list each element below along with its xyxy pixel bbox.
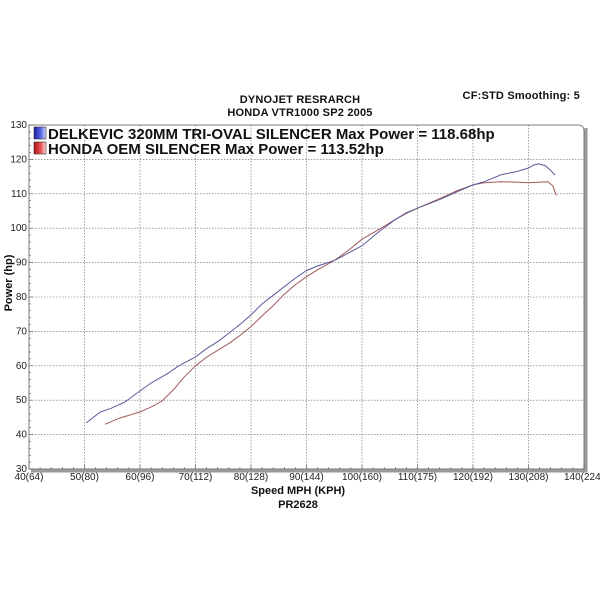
y-tick-label: 70 xyxy=(16,326,28,337)
x-tick-label: 50(80) xyxy=(70,472,99,483)
y-tick-label: 110 xyxy=(11,189,27,200)
chart-title-line1: DYNOJET RESRARCH xyxy=(239,94,361,106)
x-tick-label: 100(160) xyxy=(342,472,382,483)
y-tick-label: 120 xyxy=(10,154,27,165)
y-tick-label: 40 xyxy=(16,430,28,441)
axis-ticks xyxy=(28,124,585,470)
x-axis-title: Speed MPH (KPH) xyxy=(251,485,345,497)
x-axis-tick-labels: 40(64) 50(80) 60(96) 70(112) 80(128) 90(144) 1… xyxy=(15,472,600,483)
correction-smoothing-info: CF:STD Smoothing: 5 xyxy=(462,90,580,102)
plot-frame-shadow xyxy=(31,128,588,473)
oem-silencer-power-curve xyxy=(104,181,557,425)
x-tick-label: 40(64) xyxy=(15,472,44,483)
legend-label-oem: HONDA OEM SILENCER Max Power = 113.52hp xyxy=(48,141,384,158)
y-tick-label: 90 xyxy=(16,258,28,269)
y-tick-label: 80 xyxy=(16,292,28,303)
x-tick-label: 60(96) xyxy=(126,472,155,483)
chart-title-line2: HONDA VTR1000 SP2 2005 xyxy=(227,107,373,119)
x-tick-label: 80(128) xyxy=(234,472,268,483)
legend-swatch-delkevic xyxy=(33,126,47,140)
x-tick-label: 110(175) xyxy=(398,472,437,483)
legend-label-delkevic: DELKEVIC 320MM TRI-OVAL SILENCER Max Pow… xyxy=(48,126,495,143)
x-tick-label: 120(192) xyxy=(453,472,493,483)
x-tick-label: 140(224) xyxy=(564,472,600,483)
x-tick-label: 90(144) xyxy=(289,472,323,483)
y-tick-label: 100 xyxy=(10,223,27,234)
y-tick-label: 50 xyxy=(16,395,28,406)
x-tick-label: 70(112) xyxy=(179,472,213,483)
delkevic-silencer-power-curve xyxy=(85,163,556,424)
y-tick-label: 30 xyxy=(16,464,28,475)
y-axis-tick-labels: 30 40 50 60 70 80 90 100 110 120 130 xyxy=(10,120,27,475)
x-tick-label: 130(208) xyxy=(508,472,548,483)
grid-lines xyxy=(29,125,584,469)
run-id-label: PR2628 xyxy=(278,499,318,511)
legend-swatch-oem xyxy=(33,141,47,155)
legend: DELKEVIC 320MM TRI-OVAL SILENCER Max Pow… xyxy=(33,126,495,158)
y-tick-label: 60 xyxy=(16,361,28,372)
y-tick-label: 130 xyxy=(10,120,27,131)
y-axis-title: Power (hp) xyxy=(3,254,15,311)
